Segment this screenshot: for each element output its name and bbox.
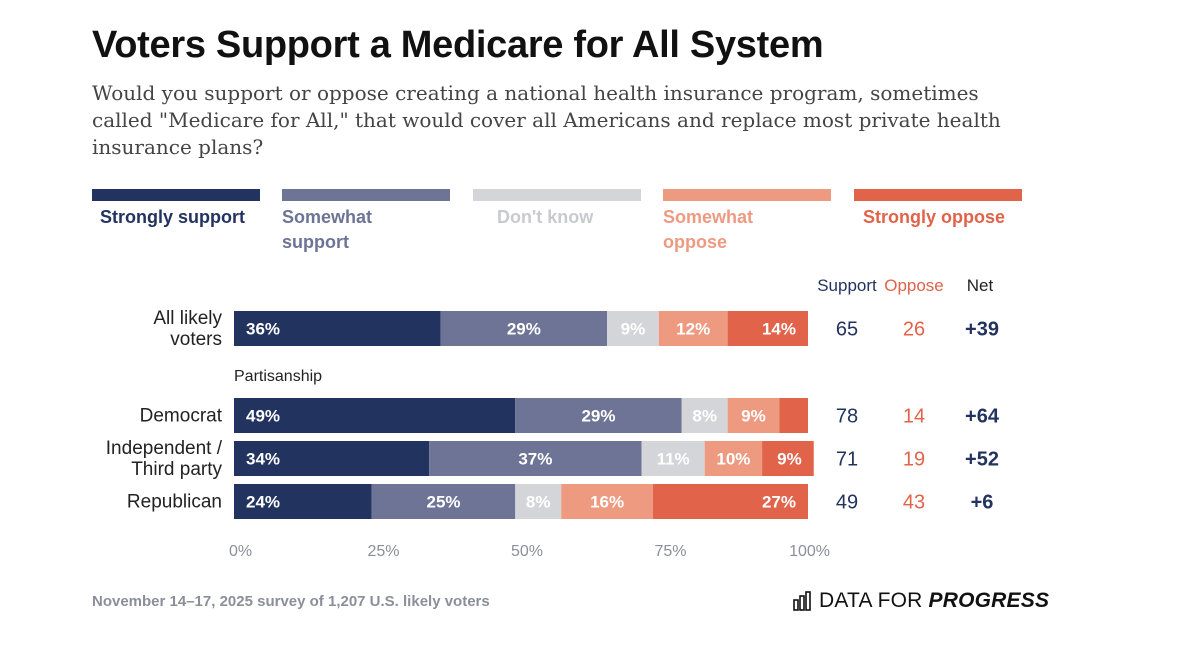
legend-label: Strongly oppose [863,207,1006,227]
source-note: November 14–17, 2025 survey of 1,207 U.S… [92,593,490,610]
header-support: Support [817,276,877,295]
chart-title: Voters Support a Medicare for All System [92,24,824,66]
bar-segment [704,441,763,476]
bar-segment [371,484,516,519]
legend-item-somewhat-oppose: Somewhat oppose [663,189,831,255]
bar-segment [641,441,705,476]
support-value: 78 [836,406,858,428]
legend-swatch [663,189,831,201]
support-value: 71 [836,449,858,471]
chart-subtitle: Would you support or oppose creating a n… [92,81,1001,159]
net-value: +6 [971,492,994,514]
bar-value-label: 27% [762,493,796,512]
bar-segment [561,484,654,519]
row-label: voters [170,329,222,350]
legend: Strongly support Somewhat support Don't kn… [92,189,1032,259]
x-tick-label: 50% [511,543,543,560]
legend-item-don-t-know: Don't know [473,189,641,230]
legend-label: Strongly support [100,207,245,227]
bar-segment [515,484,562,519]
bar-value-label: 8% [526,493,551,512]
legend-item-strongly-oppose: Strongly oppose [854,189,1022,230]
header-net: Net [967,276,994,295]
legend-label: Somewhat support [282,207,373,252]
bar-segment [681,398,728,433]
header-oppose: Oppose [884,276,944,295]
row-label: All likely [153,308,222,329]
bar-segment [658,311,728,346]
bar-value-label: 24% [246,493,280,512]
bar-value-label: 9% [777,450,802,469]
section-label-partisanship: Partisanship [234,368,322,385]
row-label: Democrat [140,406,223,427]
bar-value-label: 36% [246,320,280,339]
legend-item-somewhat-support: Somewhat support [282,189,450,255]
net-value: +64 [965,406,1000,428]
bar-value-label: 12% [676,320,710,339]
bar-segment [779,398,808,433]
bar-segment [234,484,372,519]
oppose-value: 19 [903,449,925,471]
row-label: Independent / [106,438,223,459]
bar-value-label: 37% [518,450,552,469]
x-tick-label: 100% [789,543,830,560]
bar-segment [440,311,608,346]
bar-value-label: 14% [762,320,796,339]
bar-segment [429,441,642,476]
brand-name: DATA FOR PROGRESS [819,589,1050,612]
bar-segment [727,311,808,346]
legend-label: Somewhat oppose [663,207,754,252]
brand-logo: DATA FOR PROGRESS [793,588,1049,614]
bar-value-label: 16% [590,493,624,512]
support-value: 65 [836,319,858,341]
legend-swatch [92,189,260,201]
legend-item-strongly-support: Strongly support [92,189,260,230]
bar-value-label: 25% [426,493,460,512]
bar-segment [727,398,780,433]
legend-swatch [854,189,1022,201]
legend-swatch [282,189,450,201]
bar-value-label: 11% [657,450,690,469]
bar-value-label: 29% [581,407,615,426]
bar-value-label: 9% [621,320,646,339]
bar-segment [234,441,430,476]
x-tick-label: 25% [367,543,399,560]
bar-value-label: 9% [741,407,766,426]
bar-value-label: 8% [692,407,717,426]
bar-segment [234,311,441,346]
bar-value-label: 49% [246,407,280,426]
bar-segment [515,398,682,433]
bar-segment [762,441,814,476]
oppose-value: 43 [903,492,925,514]
bar-value-label: 34% [246,450,280,469]
bar-segment [607,311,659,346]
bar-segment [234,398,516,433]
x-tick-label: 0% [229,543,252,560]
legend-swatch [473,189,641,201]
x-tick-label: 75% [654,543,686,560]
bar-chart-logo-icon [793,591,811,611]
legend-label: Don't know [497,207,594,227]
bar-value-label: 10% [716,450,750,469]
oppose-value: 14 [903,406,925,428]
oppose-value: 26 [903,319,925,341]
net-value: +39 [965,319,999,341]
row-label: Third party [131,459,222,480]
bar-segment [653,484,808,519]
support-value: 49 [836,492,858,514]
net-value: +52 [965,449,999,471]
row-label: Republican [127,492,222,513]
bar-value-label: 29% [507,320,541,339]
